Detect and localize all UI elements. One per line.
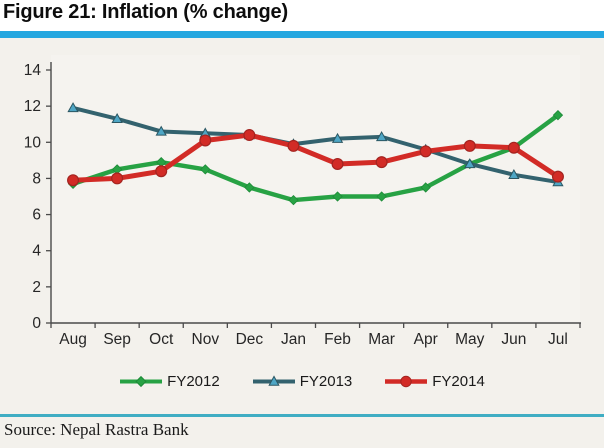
legend-label-fy2013: FY2013 [299,372,353,390]
point-fy2013-jun [508,168,520,180]
point-fy2012-mar [376,191,387,202]
x-tick-label-sep: Sep [103,331,131,348]
point-fy2012-nov [200,164,211,175]
point-fy2014-jan [287,139,300,152]
x-tick-label-feb: Feb [324,331,351,348]
figure-title: Figure 21: Inflation (% change) [3,1,288,23]
legend-item-fy2012: FY2012 [119,373,220,390]
point-fy2014-nov [199,134,212,147]
legend-swatch-fy2013-icon [252,374,295,386]
point-fy2013-feb [331,132,344,143]
legend-swatch-fy2014-icon [385,375,428,387]
point-fy2013-mar [375,131,388,142]
y-tick-label-14: 14 [24,62,42,79]
point-fy2013-may [464,158,476,169]
x-tick-label-aug: Aug [59,331,87,348]
point-fy2014-sep [111,172,124,185]
point-fy2012-apr [420,182,431,193]
point-fy2013-oct [155,125,167,136]
source-caption: Source: Nepal Rastra Bank [4,420,189,439]
point-fy2014-may [463,139,476,152]
point-fy2014-apr [419,145,432,158]
series-line-fy2014 [70,132,561,183]
title-strip [0,0,604,31]
legend-item-fy2013: FY2013 [252,372,353,390]
y-tick-label-12: 12 [24,98,41,115]
y-tick-label-0: 0 [32,315,41,332]
x-tick-label-apr: Apr [414,331,438,348]
y-tick-label-10: 10 [24,134,42,151]
y-tick-label-6: 6 [32,207,41,224]
point-fy2014-feb [331,157,344,170]
point-fy2013-sep [111,112,123,123]
legend-swatch-fy2012-icon [120,375,163,387]
x-tick-label-jan: Jan [281,331,306,348]
series-line-fy2012 [70,112,561,203]
point-fy2014-jun [507,141,520,154]
legend-label-fy2014: FY2014 [432,372,485,390]
plot-area [51,55,580,323]
x-tick-label-may: May [455,331,485,348]
point-fy2014-mar [375,156,388,169]
point-fy2013-aug [67,102,79,113]
series-line-fy2013 [71,105,560,185]
x-tick-label-jul: Jul [548,331,568,348]
point-fy2014-jul [551,170,564,183]
x-tick-label-nov: Nov [192,331,220,348]
point-fy2012-jul [552,110,564,121]
y-tick-label-4: 4 [32,243,41,260]
y-tick-label-2: 2 [32,279,41,296]
y-tick-label-8: 8 [32,170,41,187]
bottom-divider-line [0,414,604,417]
point-fy2012-jan [288,194,299,206]
x-tick-label-jun: Jun [501,331,526,348]
x-tick-label-dec: Dec [236,331,264,348]
chart-legend: FY2012 FY2013 FY2014 [0,369,604,393]
x-tick-label-mar: Mar [368,331,395,348]
x-tick-label-oct: Oct [149,331,174,348]
point-fy2014-oct [155,165,168,178]
legend-label-fy2012: FY2012 [167,372,220,390]
title-underline-bar [0,31,604,38]
point-fy2012-dec [244,182,255,193]
point-fy2014-aug [67,174,80,187]
legend-item-fy2014: FY2014 [384,373,485,390]
point-fy2012-feb [332,191,343,202]
point-fy2014-dec [243,129,256,142]
